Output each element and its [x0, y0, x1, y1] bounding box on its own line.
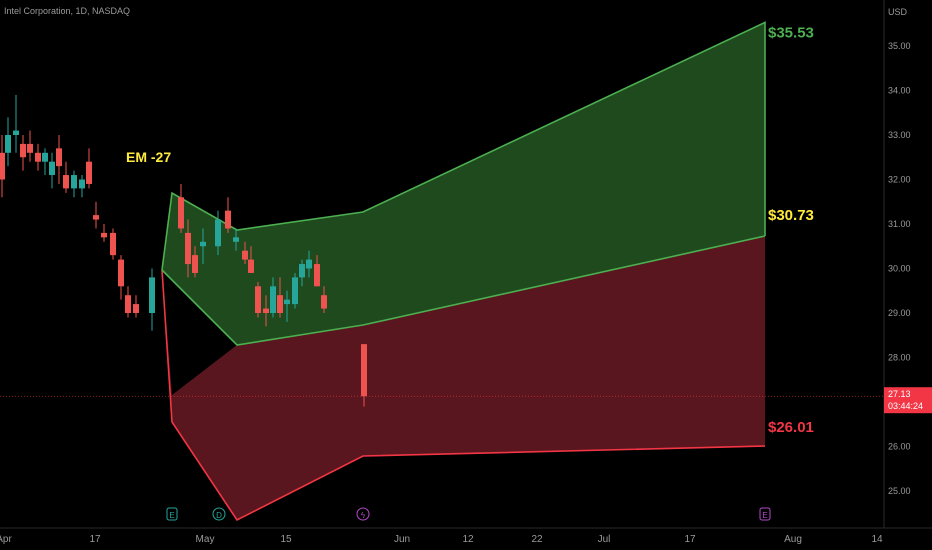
candle-body: [185, 232, 191, 265]
split-icon: ϟ: [361, 511, 366, 520]
y-tick-label: 31.00: [888, 219, 911, 229]
candle-body: [27, 143, 33, 153]
candle-body: [361, 344, 367, 397]
candle-body: [0, 152, 5, 180]
candle-body: [133, 304, 139, 313]
y-tick-label: 35.00: [888, 41, 911, 51]
candle-body: [118, 259, 124, 287]
candle-body: [71, 175, 77, 189]
candle-body: [270, 286, 276, 313]
candle-body: [93, 215, 99, 220]
candle-body: [225, 210, 231, 229]
x-tick-label: 15: [280, 534, 292, 545]
candle-body: [242, 250, 248, 260]
candle-body: [49, 161, 55, 176]
candle-body: [63, 175, 69, 189]
candle-body: [255, 286, 261, 313]
upper-target-label: $35.53: [768, 24, 814, 41]
candle-body: [192, 255, 198, 273]
y-tick-label: 30.00: [888, 264, 911, 274]
candle-body: [321, 295, 327, 309]
mid-target-label: $30.73: [768, 207, 814, 224]
earnings-icon: E: [169, 511, 174, 520]
y-tick-label: 26.00: [888, 442, 911, 452]
red-boundary-line: [161, 269, 766, 522]
x-tick-label: Apr: [0, 534, 12, 545]
x-tick-label: May: [196, 534, 215, 545]
dividend-icon: D: [216, 511, 222, 520]
y-tick-label: 25.00: [888, 486, 911, 496]
green-boundary-line: [161, 21, 766, 271]
y-tick-label: 33.00: [888, 130, 911, 140]
candle-body: [263, 308, 269, 313]
candle-body: [5, 135, 11, 153]
x-tick-label: Aug: [784, 534, 802, 545]
lower-target-label: $26.01: [768, 419, 814, 436]
y-tick-label: 29.00: [888, 308, 911, 318]
price-tag-box: [884, 387, 932, 414]
em-label: EM -27: [126, 149, 171, 165]
candle-body: [178, 197, 184, 229]
candle-body: [110, 232, 116, 256]
candle-body: [248, 259, 254, 273]
candle-body: [101, 232, 107, 238]
x-tick-label: 12: [462, 534, 474, 545]
candle-body: [20, 143, 26, 158]
candle-body: [215, 219, 221, 247]
mid-boundary-line: [161, 235, 766, 346]
x-tick-label: Jun: [394, 534, 410, 545]
green-zone: [162, 22, 765, 345]
candle-body: [284, 299, 290, 305]
x-tick-label: Jul: [598, 534, 611, 545]
x-tick-label: 17: [684, 534, 696, 545]
x-tick-label: 17: [89, 534, 101, 545]
symbol-title: Intel Corporation, 1D, NASDAQ: [4, 6, 131, 16]
earnings-icon-frame: [759, 507, 771, 521]
candle-body: [299, 264, 305, 278]
split-icon-frame: [356, 507, 370, 521]
x-tick-label: 22: [531, 534, 543, 545]
candle-body: [306, 259, 312, 269]
candle-body: [292, 277, 298, 305]
candle-body: [56, 148, 62, 167]
candle-body: [35, 152, 41, 162]
candle-body: [233, 237, 239, 242]
candle-body: [314, 264, 320, 287]
price-tag-countdown: 03:44:24: [888, 401, 923, 411]
price-tag-value: 27.13: [888, 389, 911, 399]
y-tick-label: 28.00: [888, 353, 911, 363]
candle-body: [86, 161, 92, 184]
currency-label: USD: [888, 7, 908, 17]
y-tick-label: 34.00: [888, 86, 911, 96]
candle-body: [149, 277, 155, 313]
candle-body: [125, 295, 131, 313]
candle-body: [277, 295, 283, 313]
candle-body: [79, 179, 85, 189]
x-tick-label: 14: [871, 534, 883, 545]
dividend-icon-frame: [212, 507, 226, 521]
y-tick-label: 32.00: [888, 175, 911, 185]
candle-body: [42, 152, 48, 162]
candle-body: [13, 130, 19, 135]
candle-body: [200, 241, 206, 247]
earnings-icon: E: [762, 511, 767, 520]
earnings-icon-frame: [166, 507, 178, 521]
